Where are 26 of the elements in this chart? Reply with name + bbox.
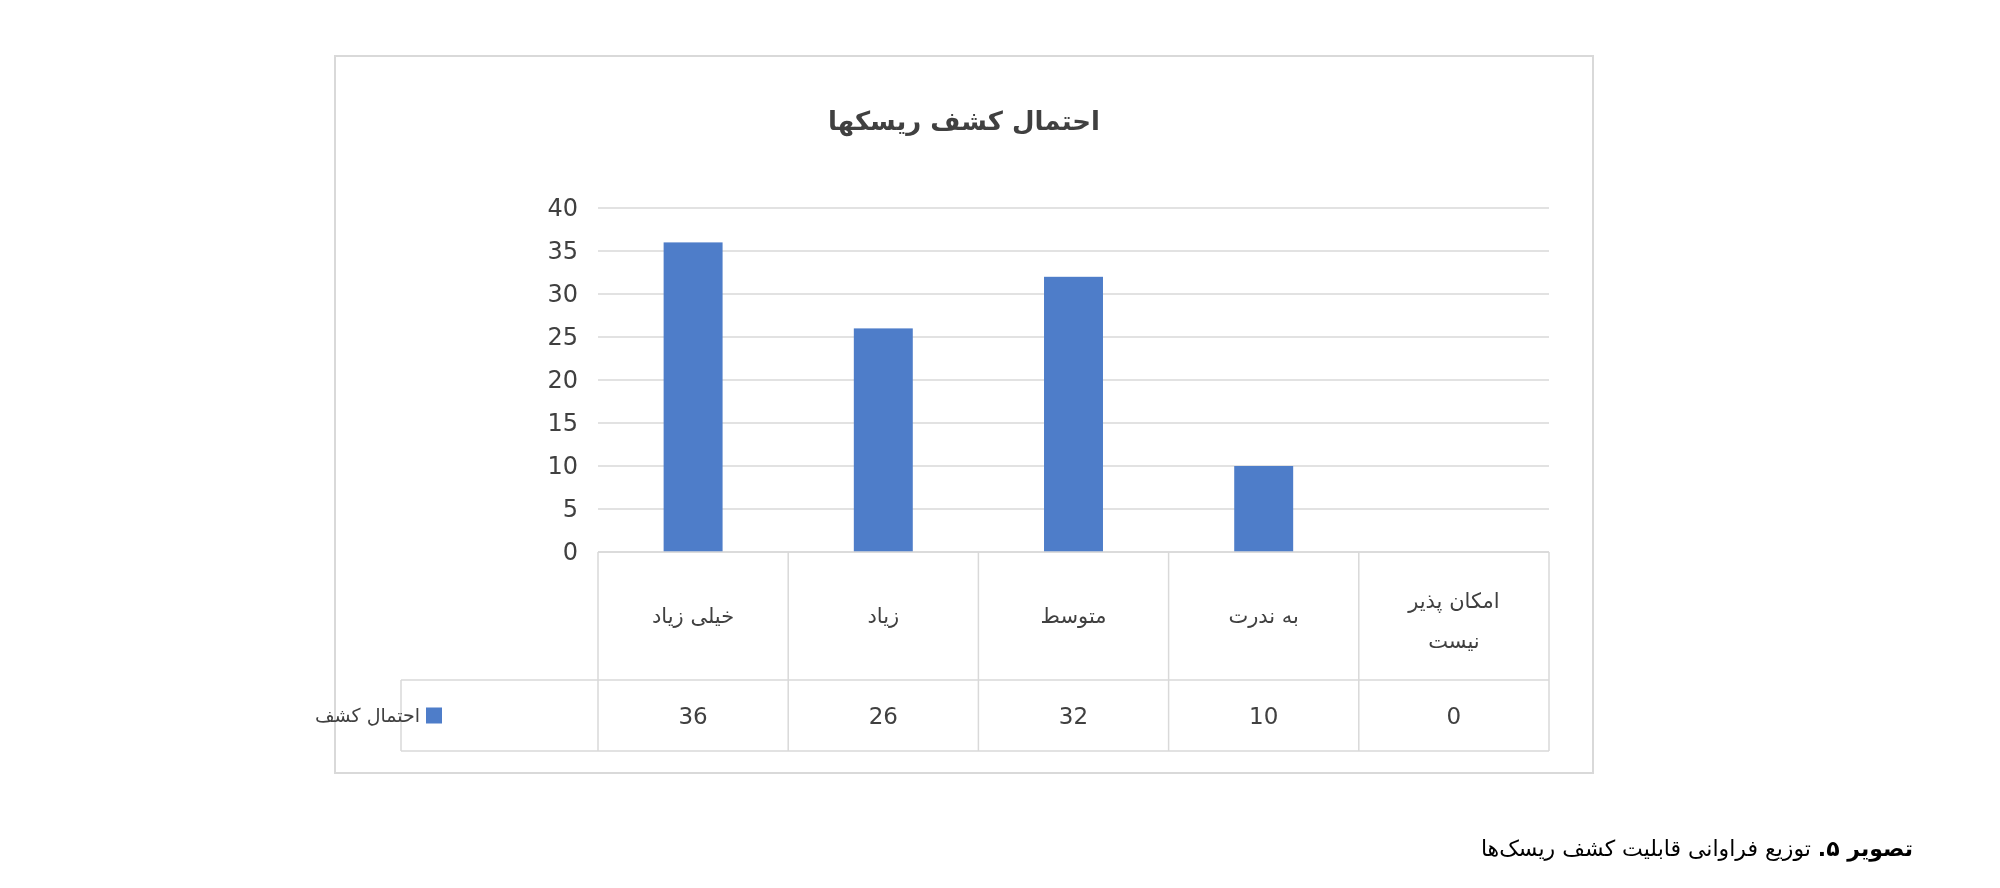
x-tick-label: خیلی زیاد xyxy=(652,604,735,629)
chart-title: احتمال کشف ریسکها xyxy=(828,106,1100,137)
data-label: 10 xyxy=(1249,702,1279,729)
x-tick-label: زیاد xyxy=(867,604,900,629)
y-tick-label: 10 xyxy=(547,452,578,481)
y-tick-label: 15 xyxy=(547,409,578,438)
y-tick-label: 0 xyxy=(562,538,578,567)
data-label: 26 xyxy=(868,702,898,729)
bar xyxy=(663,242,723,552)
bar xyxy=(1044,276,1103,552)
y-tick-label: 5 xyxy=(562,495,578,524)
y-tick-label: 20 xyxy=(547,366,578,395)
y-tick-label: 35 xyxy=(547,237,578,266)
bar xyxy=(853,328,913,552)
x-tick-label: متوسط xyxy=(1040,604,1107,629)
x-tick-label: امکان پذیر نیست xyxy=(1407,589,1500,654)
data-label: 36 xyxy=(678,702,708,729)
x-tick-label: به ندرت xyxy=(1228,604,1299,629)
data-label: 32 xyxy=(1058,702,1089,729)
text: تصویر ۵. توزیع فراوانی قابلیت کشف ریسک‌ها xyxy=(1480,836,1913,862)
legend-label: احتمال کشف xyxy=(314,704,420,727)
data-label: 0 xyxy=(1446,702,1462,729)
y-tick-label: 30 xyxy=(547,280,578,309)
y-tick-label: 25 xyxy=(547,323,578,352)
bar xyxy=(1234,466,1294,552)
y-tick-label: 40 xyxy=(547,194,578,223)
